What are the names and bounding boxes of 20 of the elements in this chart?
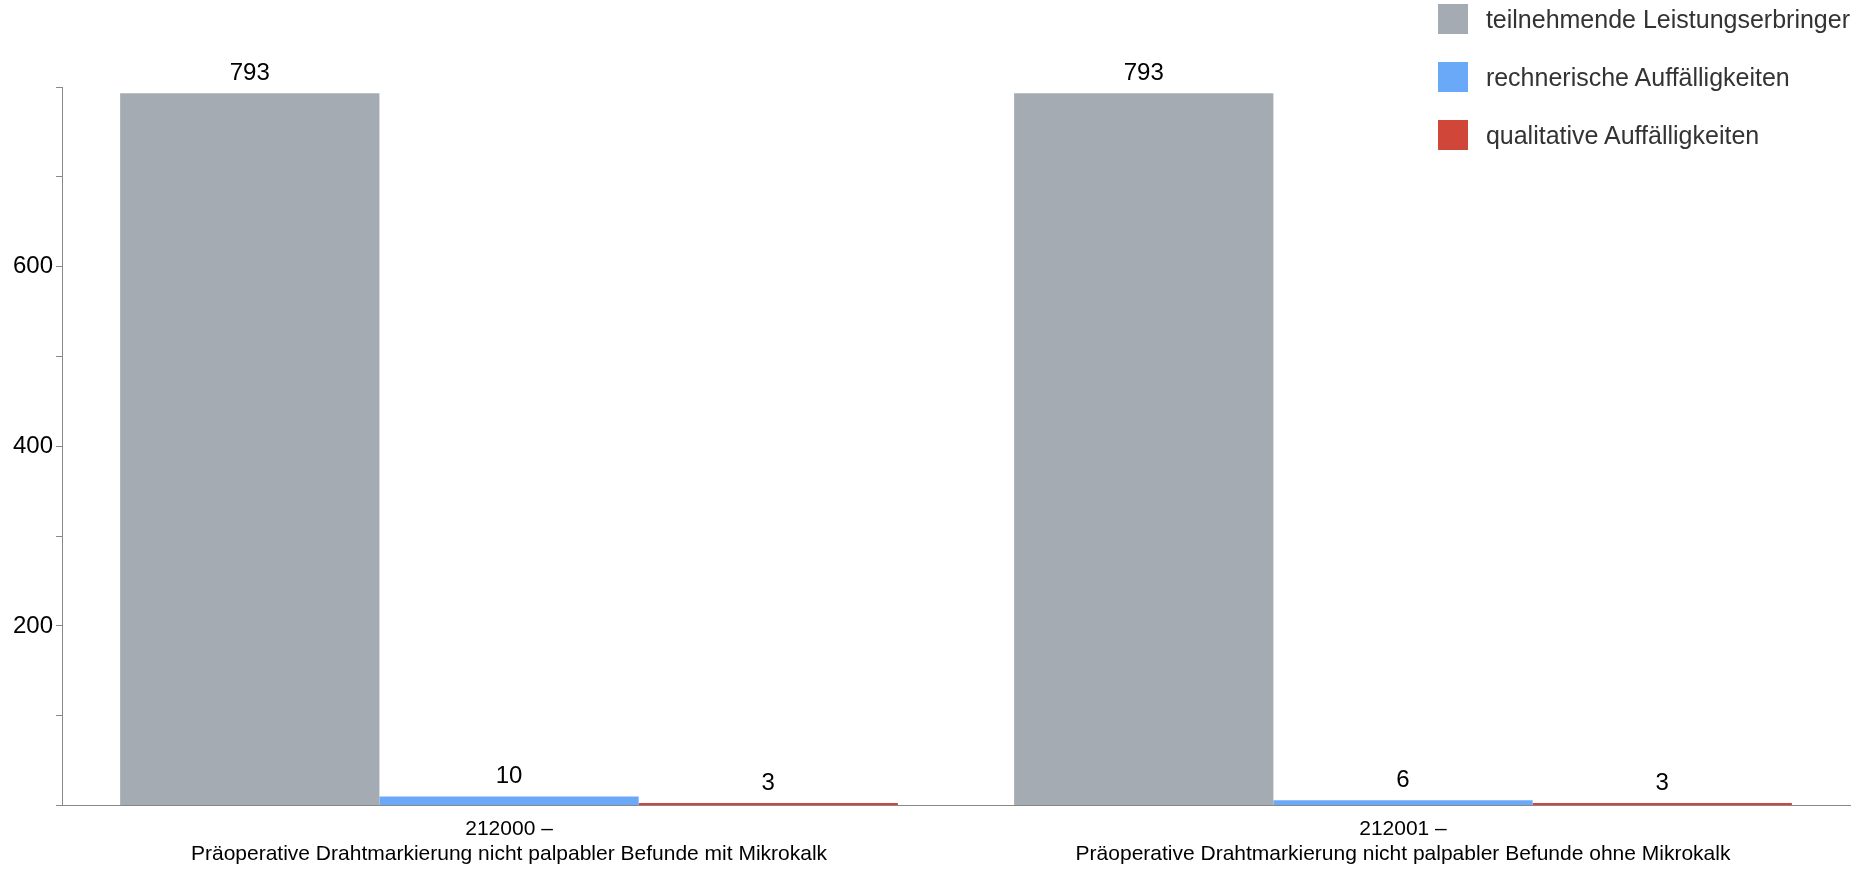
- data-label: 3: [761, 767, 775, 795]
- bar: [1273, 800, 1533, 806]
- bar: [638, 802, 898, 806]
- legend-label: qualitative Auffälligkeiten: [1485, 120, 1760, 150]
- bar: [379, 796, 639, 806]
- legend-label: rechnerische Auffälligkeiten: [1485, 62, 1790, 92]
- y-tick-label: 600: [13, 251, 54, 279]
- y-tick-label: 200: [13, 610, 54, 638]
- y-tick-label: 400: [13, 430, 54, 458]
- bar: [120, 93, 380, 806]
- bar: [1532, 802, 1792, 806]
- data-label: 793: [229, 57, 270, 85]
- bar: [1014, 93, 1274, 806]
- legend-label: teilnehmende Leistungserbringer: [1485, 4, 1850, 34]
- data-label: 793: [1123, 57, 1164, 85]
- data-label: 10: [495, 761, 523, 789]
- data-label: 3: [1655, 767, 1669, 795]
- data-label: 6: [1396, 764, 1410, 792]
- x-tick-label: 212001 – Präoperative Drahtmarkierung nicht palpabler Befunde ohne Mikrokalk: [1075, 816, 1731, 865]
- x-tick-label: 212000 – Präoperative Drahtmarkierung nicht palpabler Befunde mit Mikrokalk: [190, 816, 828, 865]
